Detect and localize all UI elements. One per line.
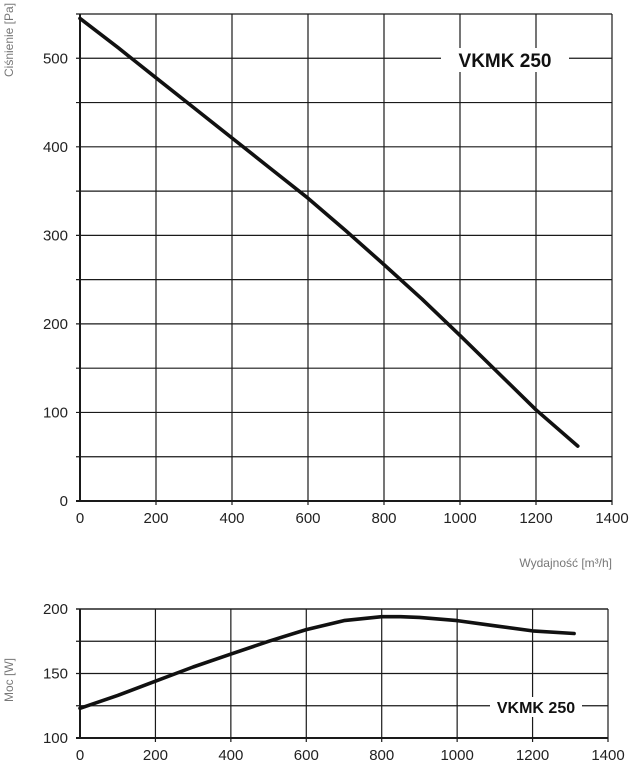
x-tick-label: 600: [294, 747, 319, 764]
x-tick-label: 400: [218, 747, 243, 764]
y-tick-label: 400: [43, 139, 68, 156]
chart-title: VKMK 250: [497, 700, 575, 717]
power-chart: 0 200 400 600 800 1000 1200 1400 100 150 200 Moc [W…: [2, 601, 625, 764]
x-tick-label: 1400: [595, 510, 628, 527]
data-series-line: [78, 16, 580, 448]
y-axis-title: Moc [W]: [2, 658, 16, 702]
y-tick-label: 150: [43, 666, 68, 683]
x-tick-label: 200: [143, 510, 168, 527]
x-tick-label: 1200: [516, 747, 549, 764]
x-tick-label: 600: [295, 510, 320, 527]
y-tick-label: 300: [43, 227, 68, 244]
y-tick-label: 0: [60, 493, 68, 510]
model-title-background: [490, 697, 582, 717]
x-tick-label: 1000: [440, 747, 473, 764]
x-tick-label: 0: [76, 747, 84, 764]
x-axis-title: Wydajność [m³/h]: [519, 556, 612, 570]
x-tick-label: 1000: [443, 510, 476, 527]
y-tick-label: 100: [43, 404, 68, 421]
x-tick-label: 800: [371, 510, 396, 527]
x-tick-label: 200: [143, 747, 168, 764]
x-tick-label: 1400: [591, 747, 624, 764]
y-tick-label: 100: [43, 730, 68, 747]
x-tick-label: 800: [369, 747, 394, 764]
data-series-line: [78, 614, 576, 711]
y-tick-label: 200: [43, 601, 68, 618]
chart-title: VKMK 250: [459, 51, 552, 72]
pressure-chart: 0 200 400 600 800 1000 1200 1400 0 100 200 300 400 50…: [2, 3, 629, 570]
model-title-background: [441, 48, 569, 72]
x-tick-label: 0: [76, 510, 84, 527]
y-tick-label: 500: [43, 50, 68, 67]
y-tick-label: 200: [43, 316, 68, 333]
y-axis-title: Ciśnienie [Pa]: [2, 3, 16, 77]
x-tick-label: 400: [219, 510, 244, 527]
x-tick-label: 1200: [519, 510, 552, 527]
